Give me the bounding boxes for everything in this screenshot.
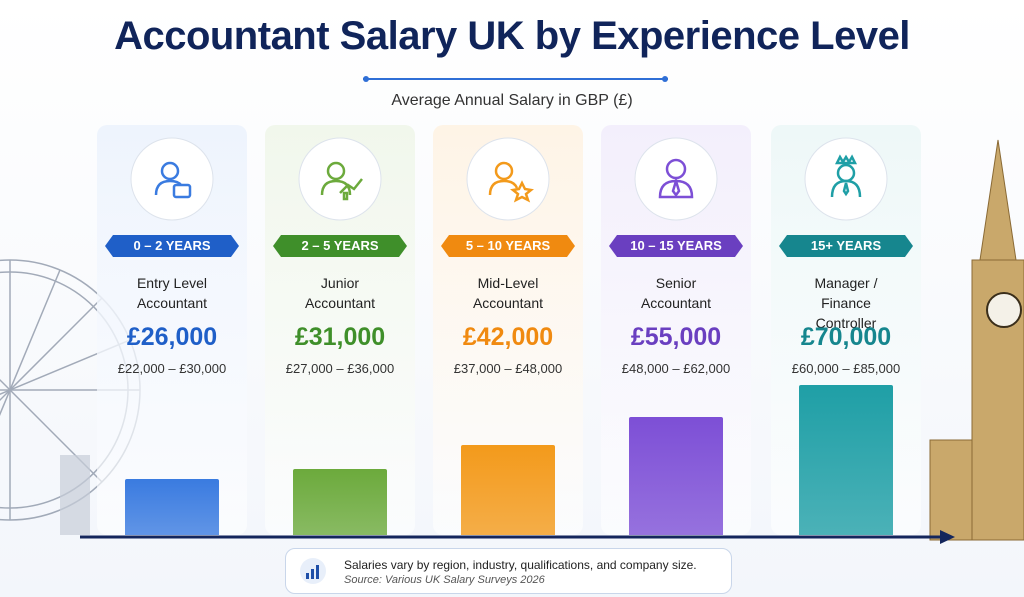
experience-badge: 5 – 10 YEARS	[441, 235, 575, 257]
card: 0 – 2 YEARS Entry Level Accountant £26,000…	[97, 125, 247, 535]
note: Salaries vary by region, industry, quali…	[344, 558, 697, 572]
card: 2 – 5 YEARS Junior Accountant £31,000 £27,0…	[265, 125, 415, 535]
bar	[461, 445, 555, 535]
value-label: £55,000	[630, 323, 722, 351]
chart-icon	[300, 558, 326, 584]
bar	[125, 479, 219, 535]
salary-range: £27,000 – £36,000	[285, 361, 395, 376]
salary-range: £22,000 – £30,000	[117, 361, 227, 376]
value-label: £42,000	[462, 323, 554, 351]
source: Source: Various UK Salary Surveys 2026	[344, 574, 545, 586]
experience-badge: 2 – 5 YEARS	[273, 235, 407, 257]
value-label: £31,000	[294, 323, 386, 351]
category-label: Mid-Level Accountant	[472, 275, 544, 311]
category-label: Manager / Finance Controller	[814, 275, 878, 331]
experience-badge: 10 – 15 YEARS	[609, 235, 743, 257]
bar	[629, 417, 723, 535]
icon	[804, 137, 888, 221]
category-label: Junior Accountant	[304, 275, 376, 311]
icon	[634, 137, 718, 221]
salary-range: £60,000 – £85,000	[791, 361, 901, 376]
icon	[130, 137, 214, 221]
category-label: Entry Level Accountant	[136, 275, 208, 311]
chart-title: Accountant Salary UK by Experience Level	[114, 14, 910, 58]
value-label: £26,000	[126, 323, 218, 351]
icon	[298, 137, 382, 221]
chart-subtitle: Average Annual Salary in GBP (£)	[391, 92, 633, 109]
experience-badge: 0 – 2 YEARS	[105, 235, 239, 257]
bar	[293, 468, 387, 535]
icon	[466, 137, 550, 221]
salary-range: £48,000 – £62,000	[621, 361, 731, 376]
value-label: £70,000	[800, 323, 892, 351]
note-box: Salaries vary by region, industry, quali…	[285, 548, 732, 594]
experience-badge: 15+ YEARS	[779, 235, 913, 257]
bar	[799, 385, 893, 535]
category-label: Senior Accountant	[640, 275, 712, 311]
salary-range: £37,000 – £48,000	[453, 361, 563, 376]
